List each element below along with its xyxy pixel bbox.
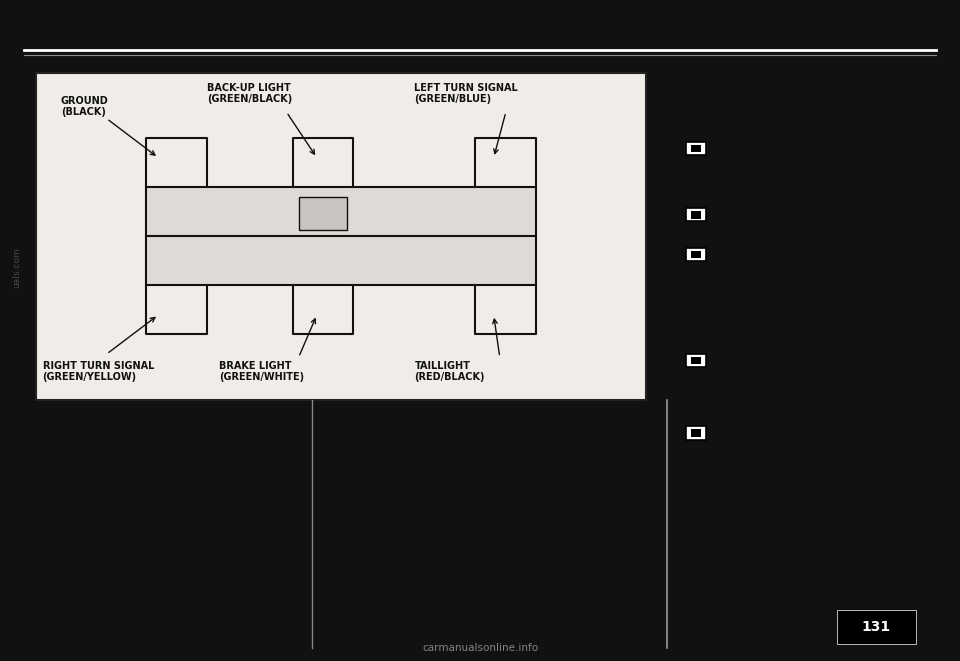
- Bar: [299, 197, 348, 230]
- Text: carmanualsonline.info: carmanualsonline.info: [422, 643, 538, 653]
- Bar: [690, 145, 702, 153]
- Bar: [36, 73, 646, 400]
- Bar: [686, 354, 706, 367]
- Bar: [686, 426, 706, 440]
- Bar: [686, 142, 706, 155]
- Text: BRAKE LIGHT
(GREEN/WHITE): BRAKE LIGHT (GREEN/WHITE): [219, 361, 304, 382]
- Bar: [686, 208, 706, 221]
- Text: GROUND
(BLACK): GROUND (BLACK): [60, 96, 108, 117]
- Bar: [146, 187, 537, 286]
- Text: RIGHT TURN SIGNAL
(GREEN/YELLOW): RIGHT TURN SIGNAL (GREEN/YELLOW): [42, 361, 154, 382]
- Bar: [690, 251, 702, 258]
- Text: BACK-UP LIGHT
(GREEN/BLACK): BACK-UP LIGHT (GREEN/BLACK): [207, 83, 293, 104]
- Bar: [690, 211, 702, 219]
- Bar: [837, 610, 916, 644]
- Text: uals.com: uals.com: [12, 247, 21, 288]
- Text: TAILLIGHT
(RED/BLACK): TAILLIGHT (RED/BLACK): [415, 361, 485, 382]
- Text: LEFT TURN SIGNAL
(GREEN/BLUE): LEFT TURN SIGNAL (GREEN/BLUE): [415, 83, 518, 104]
- Bar: [686, 248, 706, 261]
- Text: 131: 131: [862, 620, 891, 635]
- Bar: [690, 356, 702, 364]
- Bar: [690, 429, 702, 437]
